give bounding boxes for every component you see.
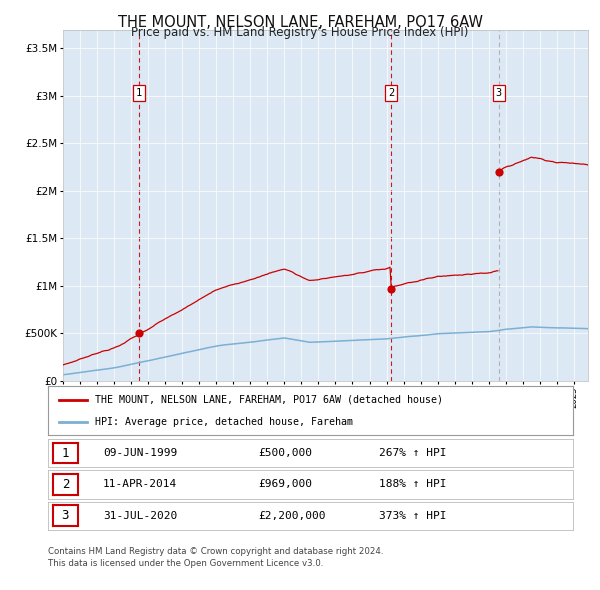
Point [386,284,396,293]
Text: 188% ↑ HPI: 188% ↑ HPI [379,480,446,489]
Point [134,329,143,338]
Text: 373% ↑ HPI: 373% ↑ HPI [379,511,446,520]
Text: 3: 3 [62,509,69,522]
Text: Price paid vs. HM Land Registry’s House Price Index (HPI): Price paid vs. HM Land Registry’s House … [131,26,469,39]
Text: £500,000: £500,000 [258,448,312,458]
Text: 11-APR-2014: 11-APR-2014 [103,480,178,489]
Text: 31-JUL-2020: 31-JUL-2020 [103,511,178,520]
Text: £2,200,000: £2,200,000 [258,511,325,520]
Text: Contains HM Land Registry data © Crown copyright and database right 2024.: Contains HM Land Registry data © Crown c… [48,547,383,556]
Text: 267% ↑ HPI: 267% ↑ HPI [379,448,446,458]
Text: This data is licensed under the Open Government Licence v3.0.: This data is licensed under the Open Gov… [48,559,323,568]
Text: 09-JUN-1999: 09-JUN-1999 [103,448,178,458]
Text: 2: 2 [388,88,394,99]
Text: 2: 2 [62,478,69,491]
Text: 3: 3 [496,88,502,99]
Text: £969,000: £969,000 [258,480,312,489]
Text: 1: 1 [136,88,142,99]
Point [494,167,503,176]
Text: THE MOUNT, NELSON LANE, FAREHAM, PO17 6AW: THE MOUNT, NELSON LANE, FAREHAM, PO17 6A… [118,15,482,30]
Text: HPI: Average price, detached house, Fareham: HPI: Average price, detached house, Fare… [95,417,353,427]
Text: 1: 1 [62,447,69,460]
Text: THE MOUNT, NELSON LANE, FAREHAM, PO17 6AW (detached house): THE MOUNT, NELSON LANE, FAREHAM, PO17 6A… [95,395,443,405]
